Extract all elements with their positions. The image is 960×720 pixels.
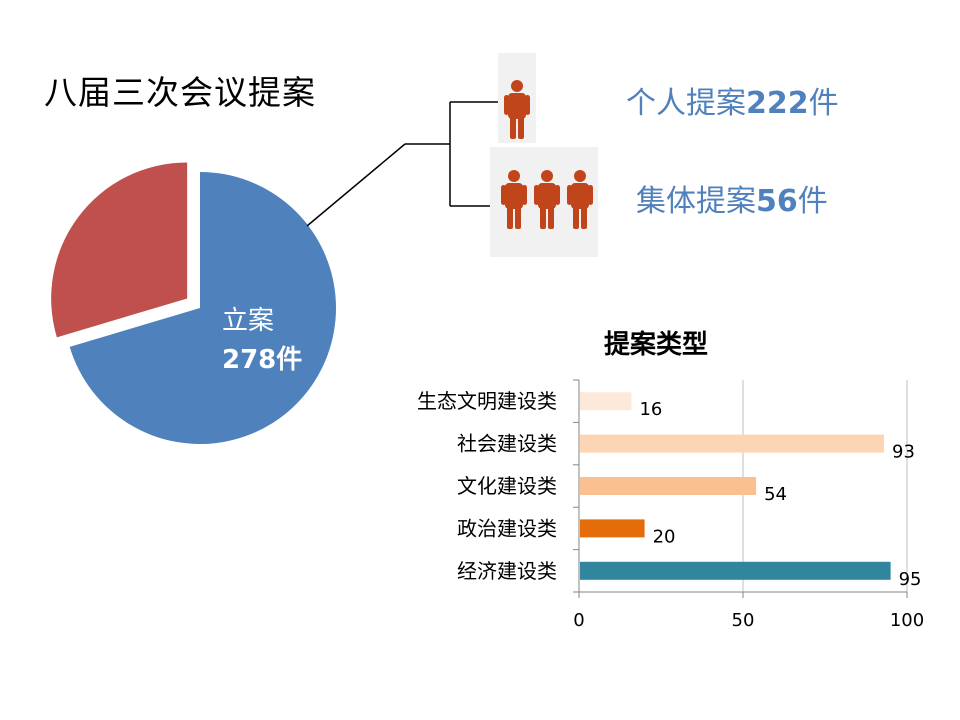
x-tick-label: 100 — [890, 610, 924, 631]
individual-stat-label: 个人提案 — [626, 86, 746, 121]
category-label: 政治建设类 — [457, 516, 557, 540]
bar — [580, 519, 645, 538]
pie-label-text: 立案 — [222, 306, 275, 336]
bar — [580, 477, 757, 495]
individual-stat-count: 222 — [746, 86, 809, 121]
person-icon — [504, 80, 530, 139]
page-title: 八届三次会议提案 — [44, 73, 316, 112]
category-label: 经济建设类 — [457, 559, 557, 583]
x-tick-label: 50 — [732, 610, 755, 631]
bar-chart-title: 提案类型 — [604, 330, 709, 360]
data-label: 95 — [899, 569, 922, 590]
collective-icon-box — [490, 147, 598, 257]
group-person-icon — [567, 170, 593, 229]
collective-stat-count: 56 — [756, 184, 798, 219]
bracket-connector — [306, 101, 498, 227]
bar-chart: 0 50 100 生态文明建设类 16 社会建设类 93 文化建设类 54 政治建设类 20 经济建设… — [417, 379, 924, 631]
collective-stat: 集体提案56件 — [636, 176, 828, 220]
data-label: 16 — [639, 399, 662, 420]
group-person-icon — [534, 170, 560, 229]
connector-line — [306, 143, 406, 227]
pie-slice-main — [69, 172, 337, 444]
x-tick-label: 0 — [573, 610, 584, 631]
pie-label-count: 278件 — [222, 345, 303, 375]
pie-label: 立案 278件 — [222, 300, 302, 376]
data-label: 93 — [892, 442, 915, 463]
bar — [580, 561, 891, 580]
individual-stat: 个人提案222件 — [626, 78, 839, 122]
data-label: 20 — [653, 526, 676, 547]
pie-chart — [51, 162, 337, 444]
individual-stat-unit: 件 — [808, 86, 839, 121]
individual-icon-box — [498, 53, 536, 143]
data-label: 54 — [764, 484, 787, 505]
category-label: 生态文明建设类 — [417, 389, 557, 413]
category-label: 文化建设类 — [457, 474, 557, 498]
bar — [580, 392, 632, 411]
collective-stat-unit: 件 — [797, 184, 828, 219]
collective-stat-label: 集体提案 — [636, 184, 756, 219]
group-icon — [501, 170, 593, 229]
bar — [580, 434, 885, 453]
category-label: 社会建设类 — [457, 432, 557, 456]
pie-slice-other — [51, 162, 188, 338]
group-person-icon — [501, 170, 527, 229]
